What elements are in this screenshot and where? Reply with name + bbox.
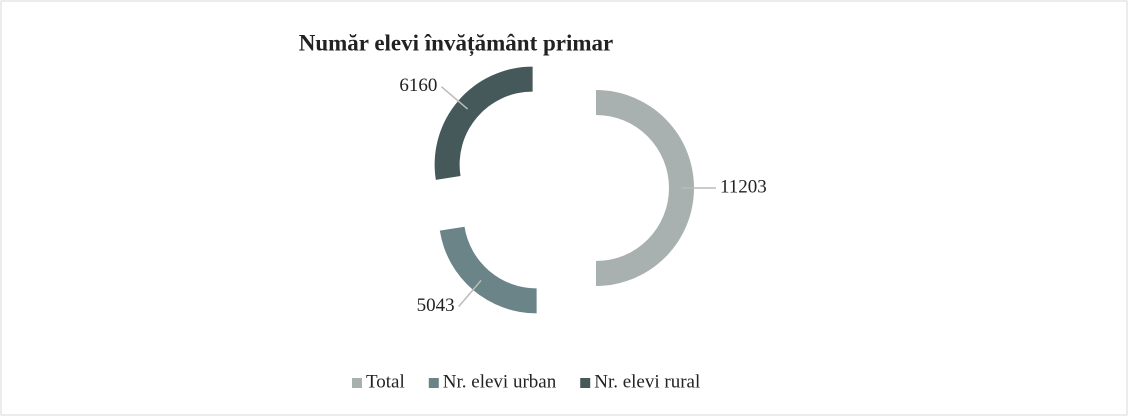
donut-segment: [596, 90, 694, 286]
legend-swatch: [580, 378, 591, 388]
donut-segment: [439, 226, 537, 314]
leader-line: [440, 86, 469, 110]
chart-title: Număr elevi învățământ primar: [299, 30, 614, 56]
leader-line: [458, 279, 482, 308]
legend-label: Nr. elevi urban: [443, 371, 557, 392]
legend-label: Total: [366, 371, 405, 392]
data-label: 5043: [417, 295, 455, 316]
legend-label: Nr. elevi rural: [594, 371, 700, 392]
legend-swatch: [352, 378, 362, 388]
legend-swatch: [428, 378, 439, 388]
data-label: 6160: [399, 75, 437, 96]
data-label: 11203: [720, 176, 767, 197]
donut-segment: [434, 66, 533, 180]
